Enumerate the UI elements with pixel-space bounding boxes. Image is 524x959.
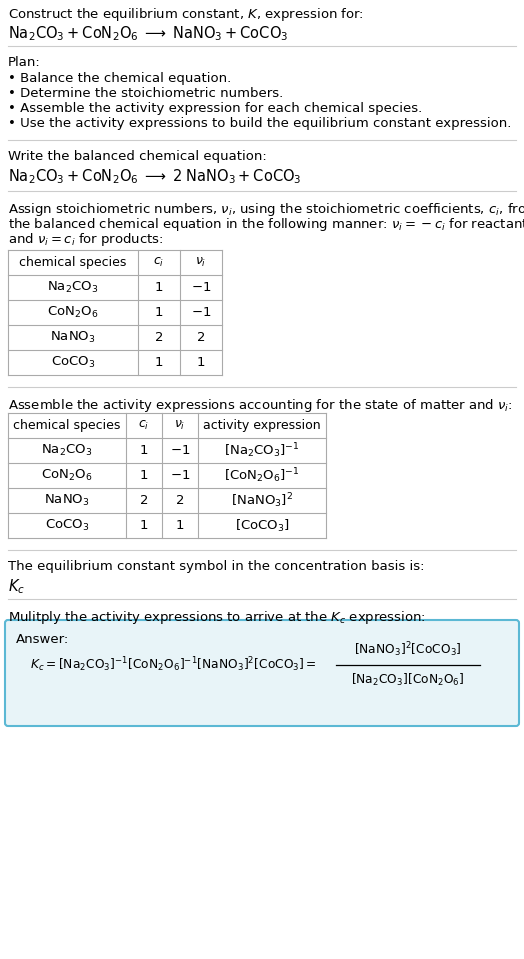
Text: $\mathrm{Na_2CO_3 + CoN_2O_6 \;\longrightarrow\; 2\; NaNO_3 + CoCO_3}$: $\mathrm{Na_2CO_3 + CoN_2O_6 \;\longrigh…: [8, 167, 302, 186]
Text: Plan:: Plan:: [8, 56, 41, 69]
Text: $\mathrm{CoCO_3}$: $\mathrm{CoCO_3}$: [51, 355, 95, 370]
Text: Assemble the activity expressions accounting for the state of matter and $\nu_i$: Assemble the activity expressions accoun…: [8, 397, 512, 414]
Text: $c_i$: $c_i$: [138, 419, 150, 433]
Text: 1: 1: [140, 519, 148, 532]
Text: $-1$: $-1$: [170, 444, 190, 457]
Text: $\mathrm{Na_2CO_3}$: $\mathrm{Na_2CO_3}$: [47, 280, 99, 295]
Text: Construct the equilibrium constant, $K$, expression for:: Construct the equilibrium constant, $K$,…: [8, 6, 364, 23]
Text: Write the balanced chemical equation:: Write the balanced chemical equation:: [8, 150, 267, 163]
Text: • Determine the stoichiometric numbers.: • Determine the stoichiometric numbers.: [8, 87, 283, 100]
Text: $\mathrm{CoN_2O_6}$: $\mathrm{CoN_2O_6}$: [41, 468, 93, 483]
Text: Mulitply the activity expressions to arrive at the $K_c$ expression:: Mulitply the activity expressions to arr…: [8, 609, 426, 626]
Text: 1: 1: [140, 469, 148, 482]
Text: $[\mathrm{Na_2CO_3}][\mathrm{CoN_2O_6}]$: $[\mathrm{Na_2CO_3}][\mathrm{CoN_2O_6}]$: [351, 672, 465, 688]
Text: $\nu_i$: $\nu_i$: [174, 419, 185, 433]
Text: $-1$: $-1$: [191, 306, 211, 319]
Text: $[\mathrm{Na_2CO_3}]^{-1}$: $[\mathrm{Na_2CO_3}]^{-1}$: [224, 441, 300, 460]
Text: $\mathrm{NaNO_3}$: $\mathrm{NaNO_3}$: [44, 493, 90, 508]
Text: 2: 2: [140, 494, 148, 507]
Text: 2: 2: [176, 494, 184, 507]
Text: $[\mathrm{CoCO_3}]$: $[\mathrm{CoCO_3}]$: [235, 518, 289, 533]
Text: 2: 2: [155, 331, 163, 344]
Text: Answer:: Answer:: [16, 633, 69, 646]
Text: $\mathrm{NaNO_3}$: $\mathrm{NaNO_3}$: [50, 330, 96, 345]
Text: $\nu_i$: $\nu_i$: [195, 256, 206, 269]
Text: $\mathrm{CoCO_3}$: $\mathrm{CoCO_3}$: [45, 518, 89, 533]
Text: $[\mathrm{CoN_2O_6}]^{-1}$: $[\mathrm{CoN_2O_6}]^{-1}$: [224, 466, 300, 485]
Text: chemical species: chemical species: [19, 256, 127, 269]
Text: $\mathrm{CoN_2O_6}$: $\mathrm{CoN_2O_6}$: [47, 305, 99, 320]
Text: chemical species: chemical species: [13, 419, 121, 432]
Text: $-1$: $-1$: [191, 281, 211, 294]
Text: 1: 1: [196, 356, 205, 369]
Text: $[\mathrm{NaNO_3}]^{2} [\mathrm{CoCO_3}]$: $[\mathrm{NaNO_3}]^{2} [\mathrm{CoCO_3}]…: [354, 641, 462, 660]
Text: activity expression: activity expression: [203, 419, 321, 432]
Text: $\mathrm{Na_2CO_3 + CoN_2O_6 \;\longrightarrow\; NaNO_3 + CoCO_3}$: $\mathrm{Na_2CO_3 + CoN_2O_6 \;\longrigh…: [8, 24, 288, 43]
FancyBboxPatch shape: [5, 620, 519, 726]
Text: 1: 1: [140, 444, 148, 457]
Text: Assign stoichiometric numbers, $\nu_i$, using the stoichiometric coefficients, $: Assign stoichiometric numbers, $\nu_i$, …: [8, 201, 524, 218]
Text: $[\mathrm{NaNO_3}]^{2}$: $[\mathrm{NaNO_3}]^{2}$: [231, 491, 293, 510]
Text: • Assemble the activity expression for each chemical species.: • Assemble the activity expression for e…: [8, 102, 422, 115]
Text: • Use the activity expressions to build the equilibrium constant expression.: • Use the activity expressions to build …: [8, 117, 511, 130]
Text: • Balance the chemical equation.: • Balance the chemical equation.: [8, 72, 231, 85]
Text: 2: 2: [196, 331, 205, 344]
Text: $c_i$: $c_i$: [154, 256, 165, 269]
Text: 1: 1: [155, 306, 163, 319]
Text: $K_c$: $K_c$: [8, 577, 25, 596]
Text: the balanced chemical equation in the following manner: $\nu_i = -c_i$ for react: the balanced chemical equation in the fo…: [8, 216, 524, 233]
Text: 1: 1: [176, 519, 184, 532]
Text: and $\nu_i = c_i$ for products:: and $\nu_i = c_i$ for products:: [8, 231, 163, 248]
Text: $\mathrm{Na_2CO_3}$: $\mathrm{Na_2CO_3}$: [41, 443, 93, 458]
Text: 1: 1: [155, 356, 163, 369]
Text: 1: 1: [155, 281, 163, 294]
Text: $K_c = [\mathrm{Na_2CO_3}]^{-1} [\mathrm{CoN_2O_6}]^{-1} [\mathrm{NaNO_3}]^{2} [: $K_c = [\mathrm{Na_2CO_3}]^{-1} [\mathrm…: [30, 656, 317, 674]
Text: $-1$: $-1$: [170, 469, 190, 482]
Text: The equilibrium constant symbol in the concentration basis is:: The equilibrium constant symbol in the c…: [8, 560, 424, 573]
